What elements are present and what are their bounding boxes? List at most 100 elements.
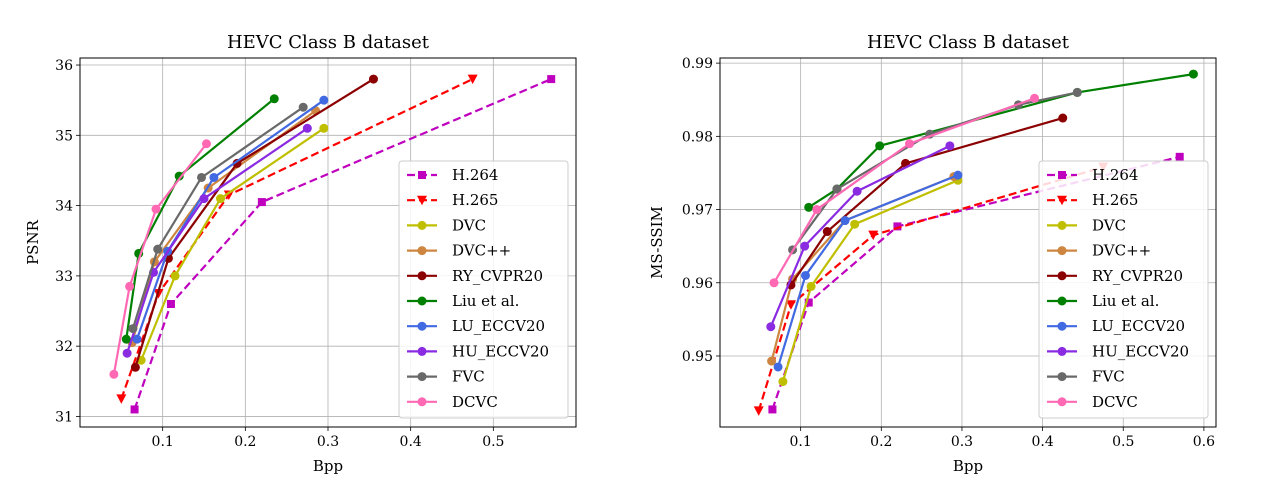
x-tick-label: 0.3	[951, 434, 973, 450]
data-point	[257, 198, 266, 207]
legend-label: RY_CVPR20	[1092, 267, 1183, 285]
series-line	[133, 78, 552, 410]
series-dcvc	[109, 139, 211, 379]
legend-label: FVC	[452, 368, 485, 386]
data-point	[302, 123, 312, 133]
series-line	[773, 97, 1035, 284]
data-point	[868, 230, 879, 241]
legend-entry-h-264: H.264	[407, 166, 498, 184]
legend-marker	[1057, 271, 1067, 281]
series-line	[112, 143, 208, 375]
legend-box	[398, 160, 569, 419]
data-point	[125, 281, 135, 291]
legend-label: H.264	[1092, 166, 1138, 184]
legend-entry-lu-eccv20: LU_ECCV20	[407, 317, 545, 335]
data-point	[905, 139, 915, 149]
legend-label: FVC	[1092, 368, 1125, 386]
data-point	[166, 300, 175, 308]
data-point	[840, 216, 850, 226]
legend-label: H.265	[1092, 191, 1138, 209]
legend-label: H.264	[452, 166, 498, 184]
data-point	[812, 205, 822, 215]
legend-label: LU_ECCV20	[452, 317, 545, 335]
y-tick-label: 31	[55, 409, 73, 425]
data-point	[201, 139, 211, 149]
y-tick-label: 34	[55, 199, 73, 215]
chart-title: HEVC Class B dataset	[867, 32, 1070, 53]
x-tick-label: 0.5	[482, 434, 504, 450]
data-point	[209, 172, 219, 182]
series-line	[126, 127, 308, 354]
x-tick-label: 0.4	[400, 434, 422, 450]
legend-label: HU_ECCV20	[452, 342, 549, 360]
legend-marker	[1057, 246, 1067, 256]
legend-label: DVC++	[1092, 242, 1151, 260]
x-axis-title: Bpp	[953, 457, 983, 475]
legend-label: H.265	[452, 191, 498, 209]
data-point	[298, 102, 308, 112]
series-hu-eccv20	[766, 141, 955, 332]
data-point	[199, 194, 209, 204]
series-lu-eccv20	[773, 170, 963, 372]
legend-marker	[417, 296, 427, 306]
y-tick-label: 0.99	[682, 56, 713, 72]
series-line	[131, 109, 317, 343]
series-dcvc	[769, 93, 1040, 288]
y-tick-label: 0.97	[682, 203, 713, 219]
legend: H.264 H.265 DVC DVC++ RY_CVPR20 Liu et al. LU_…	[1038, 160, 1209, 419]
legend-label: DCVC	[1092, 393, 1138, 411]
data-point	[800, 270, 810, 280]
data-point	[197, 172, 207, 182]
legend-marker	[1057, 346, 1067, 356]
y-tick-label: 0.95	[682, 349, 713, 365]
x-axis-title: Bpp	[313, 457, 343, 475]
data-point	[850, 219, 860, 229]
y-tick-label: 0.96	[682, 276, 713, 292]
series-line	[769, 144, 951, 328]
legend-entry-dcvc: DCVC	[1047, 393, 1138, 411]
series-h-265	[753, 162, 1109, 416]
series-line	[757, 166, 1104, 412]
data-point	[132, 334, 142, 344]
data-point	[769, 278, 779, 288]
legend-marker	[1057, 220, 1067, 230]
chart-psnr: 0.1 0.2 0.3 0.4 0.5 31 32 33 34 35 36 HEVC Class B …	[24, 32, 577, 475]
data-point	[232, 158, 242, 168]
data-point	[1072, 87, 1082, 97]
data-point	[1188, 69, 1198, 79]
data-point	[121, 334, 131, 344]
legend-marker	[417, 321, 427, 331]
data-point	[785, 300, 796, 310]
data-point	[116, 394, 127, 404]
legend-entry-h-265: H.265	[407, 191, 498, 209]
data-point	[130, 362, 140, 372]
legend-marker	[418, 171, 426, 179]
legend-label: Liu et al.	[1092, 292, 1159, 310]
data-point	[875, 141, 885, 151]
data-point	[216, 194, 226, 204]
legend-entry-fvc: FVC	[407, 368, 485, 386]
data-point	[945, 141, 955, 151]
y-axis-title: PSNR	[24, 219, 42, 264]
data-point	[893, 222, 902, 231]
data-point	[109, 369, 119, 379]
data-point	[547, 75, 556, 84]
axes-frame	[79, 57, 577, 428]
x-tick-label: 0.6	[1193, 434, 1215, 450]
y-tick-label: 32	[55, 339, 73, 355]
data-point	[467, 74, 478, 85]
data-point	[822, 227, 832, 237]
x-tick-label: 0.2	[870, 434, 892, 450]
legend-label: HU_ECCV20	[1092, 342, 1189, 360]
data-point	[768, 405, 777, 414]
legend-entry-liu-et-al: Liu et al.	[1047, 292, 1159, 310]
data-point	[778, 377, 788, 387]
y-tick-label: 33	[55, 269, 73, 285]
series-liu-et-al	[121, 94, 279, 344]
data-point	[368, 74, 378, 84]
data-point	[223, 190, 234, 201]
legend-entry-dvc: DVC	[407, 216, 486, 234]
legend-entry-lu-eccv20: LU_ECCV20	[1047, 317, 1185, 335]
legend-label: DCVC	[452, 393, 498, 411]
